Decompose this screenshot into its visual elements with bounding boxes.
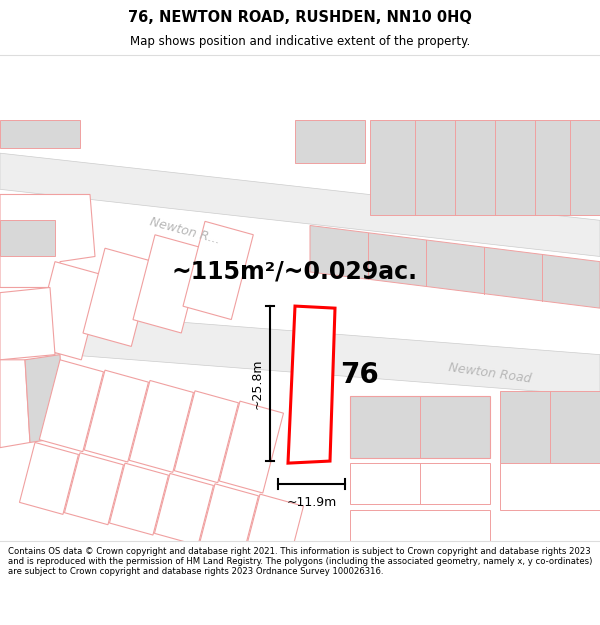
- Polygon shape: [288, 306, 335, 463]
- Polygon shape: [0, 194, 95, 288]
- Polygon shape: [19, 442, 79, 514]
- Polygon shape: [25, 354, 65, 442]
- Polygon shape: [350, 396, 490, 458]
- Polygon shape: [109, 463, 169, 535]
- Polygon shape: [350, 463, 490, 504]
- Polygon shape: [199, 484, 259, 556]
- Polygon shape: [0, 308, 600, 396]
- Polygon shape: [0, 153, 600, 256]
- Polygon shape: [0, 221, 55, 256]
- Text: Newton Road: Newton Road: [448, 361, 532, 386]
- Polygon shape: [174, 391, 238, 482]
- Polygon shape: [154, 474, 214, 546]
- Polygon shape: [64, 452, 124, 525]
- Polygon shape: [133, 235, 203, 333]
- Text: ~11.9m: ~11.9m: [286, 496, 337, 509]
- Polygon shape: [310, 226, 600, 308]
- Polygon shape: [370, 120, 600, 215]
- Text: 76, NEWTON ROAD, RUSHDEN, NN10 0HQ: 76, NEWTON ROAD, RUSHDEN, NN10 0HQ: [128, 10, 472, 25]
- Polygon shape: [84, 370, 148, 462]
- Polygon shape: [500, 463, 600, 509]
- Text: Contains OS data © Crown copyright and database right 2021. This information is : Contains OS data © Crown copyright and d…: [8, 546, 592, 576]
- Polygon shape: [350, 509, 490, 541]
- Text: ~115m²/~0.029ac.: ~115m²/~0.029ac.: [172, 260, 418, 284]
- Text: 76: 76: [341, 361, 379, 389]
- Text: Map shows position and indicative extent of the property.: Map shows position and indicative extent…: [130, 35, 470, 48]
- Polygon shape: [33, 262, 103, 360]
- Polygon shape: [0, 288, 55, 360]
- Polygon shape: [295, 120, 365, 164]
- Polygon shape: [500, 391, 600, 463]
- Polygon shape: [219, 401, 283, 493]
- Text: Newton R...: Newton R...: [148, 215, 221, 246]
- Polygon shape: [129, 381, 193, 472]
- Polygon shape: [39, 360, 103, 452]
- Polygon shape: [83, 248, 153, 346]
- Polygon shape: [0, 360, 30, 448]
- Text: ~25.8m: ~25.8m: [251, 358, 263, 409]
- Polygon shape: [0, 120, 80, 148]
- Polygon shape: [183, 221, 253, 319]
- Polygon shape: [244, 494, 304, 566]
